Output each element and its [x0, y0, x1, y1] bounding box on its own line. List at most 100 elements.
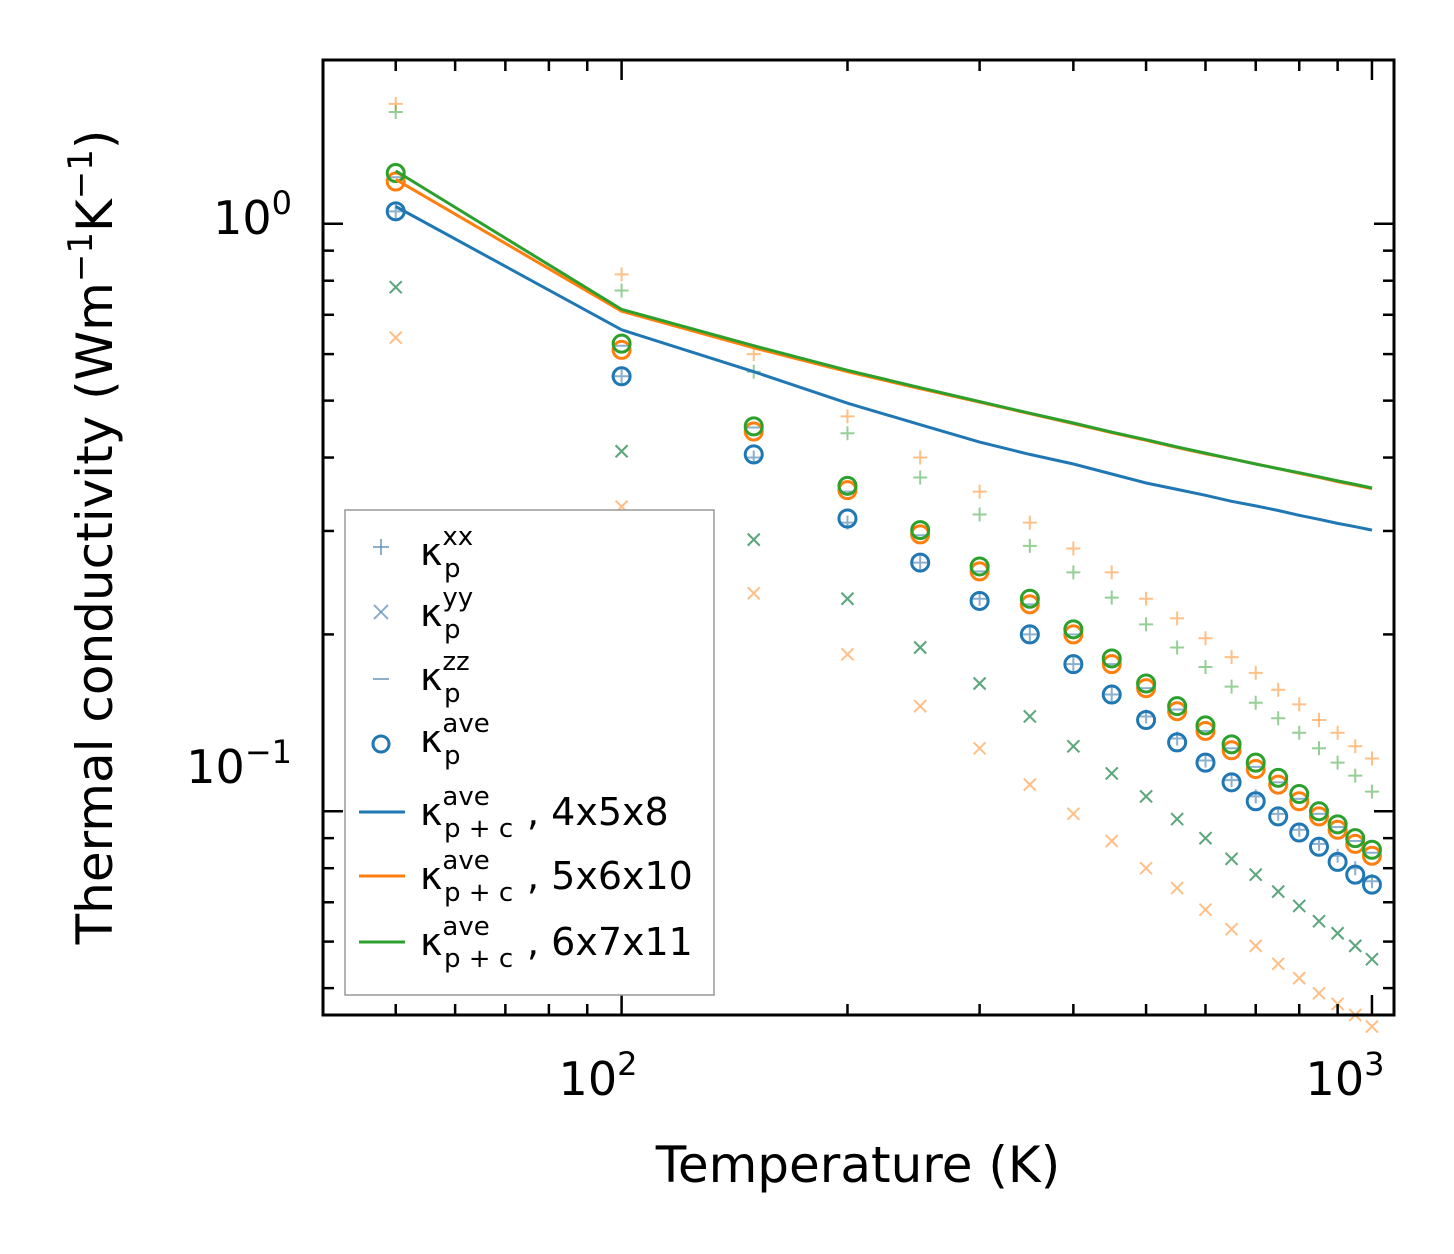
- point-kxx_p_6x7x11-400: [1066, 565, 1081, 580]
- point-kave_p_5x6x10-950: [1345, 833, 1366, 854]
- point-kyy_p_5x6x10-850: [1312, 986, 1326, 1000]
- point-kxx_p_6x7x11-100: [614, 283, 629, 298]
- point-kxx_p-250: [913, 555, 928, 570]
- point-kave_p_6x7x11-1000: [1361, 839, 1382, 860]
- x-tick-label-100: 102: [559, 1045, 638, 1106]
- point-kxx_p_6x7x11-700: [1248, 695, 1263, 710]
- point-kxx_p-100: [614, 369, 629, 384]
- point-kave_p-500: [1136, 710, 1157, 731]
- series-kave_p: [385, 201, 1382, 895]
- legend-marker-x: [373, 604, 389, 620]
- point-kxx_p_5x6x10-950: [1348, 739, 1363, 754]
- point-kave_p_5x6x10-350: [1019, 594, 1040, 615]
- point-kxx_p-350: [1022, 627, 1037, 642]
- plot-marks: [385, 96, 1382, 1034]
- point-kxx_p_5x6x10-750: [1271, 682, 1286, 697]
- point-kyy_p_6x7x11-100: [614, 444, 629, 458]
- legend-marker-plus: [373, 539, 389, 555]
- point-kxx_p_6x7x11-900: [1330, 755, 1345, 770]
- point-kave_p-100: [611, 366, 632, 387]
- point-kxx_p_5x6x10-650: [1224, 650, 1239, 665]
- point-kave_p_5x6x10-450: [1101, 654, 1122, 675]
- point-kave_p_6x7x11-350: [1019, 588, 1040, 609]
- legend-entry-kpc-6x7x11: κave p + c, 6x7x11: [359, 912, 693, 974]
- point-kave_p-400: [1063, 654, 1084, 675]
- point-kave_p-600: [1195, 752, 1216, 773]
- point-kave_p_6x7x11-450: [1101, 648, 1122, 669]
- point-kave_p-150: [743, 444, 764, 465]
- point-kave_p-650: [1221, 772, 1242, 793]
- point-kave_p_5x6x10-100: [611, 339, 632, 360]
- point-kave_p-700: [1245, 791, 1266, 812]
- point-kyy_p_6x7x11-750: [1271, 884, 1285, 899]
- point-kave_p_5x6x10-650: [1221, 740, 1242, 761]
- point-kave_p-200: [837, 508, 858, 529]
- legend-label-kxx: κxx p: [420, 522, 473, 584]
- legend-entry-kave: κave p: [371, 709, 490, 771]
- point-kyy_p_6x7x11-300: [972, 676, 987, 691]
- point-kave_p-250: [910, 552, 931, 573]
- x-tick-label-1000: 103: [1306, 1045, 1385, 1106]
- point-kxx_p_5x6x10-200: [840, 409, 855, 424]
- point-kxx_p_5x6x10-250: [913, 450, 928, 465]
- point-kave_p_6x7x11-400: [1063, 619, 1084, 640]
- point-kave_p-750: [1268, 806, 1289, 827]
- legend-entry-kyy: κyy p: [373, 583, 473, 645]
- point-kyy_p_6x7x11-600: [1198, 831, 1213, 845]
- point-kyy_p_5x6x10-50: [389, 330, 403, 345]
- point-kxx_p_5x6x10-450: [1104, 565, 1119, 580]
- point-kave_p-950: [1345, 864, 1366, 885]
- y-axis-label: Thermal conductivity (Wm−1K−1): [61, 130, 124, 946]
- point-kyy_p_5x6x10-550: [1170, 881, 1184, 895]
- point-kyy_p_5x6x10-1000: [1365, 1019, 1379, 1034]
- point-kyy_p_5x6x10-600: [1198, 902, 1213, 917]
- legend-entry-kxx: κxx p: [373, 522, 473, 584]
- point-kave_p_6x7x11-250: [910, 520, 931, 541]
- point-kxx_p_6x7x11-950: [1348, 768, 1363, 783]
- point-kave_p_6x7x11-300: [969, 556, 990, 577]
- point-kxx_p_6x7x11-850: [1311, 741, 1326, 756]
- point-kave_p_6x7x11-850: [1308, 801, 1329, 822]
- legend-entry-kpc-4x5x8: κave p + c, 4x5x8: [359, 782, 669, 844]
- point-kyy_p_5x6x10-250: [913, 699, 927, 713]
- point-kyy_p_6x7x11-150: [747, 532, 761, 547]
- legend-entry-kpc-5x6x10: κave p + c, 5x6x10: [359, 846, 693, 908]
- point-kyy_p_6x7x11-900: [1330, 926, 1345, 940]
- point-kave_p_6x7x11-500: [1136, 673, 1157, 694]
- point-kxx_p-400: [1066, 657, 1081, 672]
- point-kxx_p_6x7x11-600: [1198, 660, 1213, 675]
- point-kave_p_5x6x10-1000: [1361, 845, 1382, 866]
- series-kxx_p_5x6x10: [388, 96, 1379, 766]
- point-kxx_p_5x6x10-900: [1330, 725, 1345, 740]
- point-kxx_p_5x6x10-500: [1139, 591, 1154, 606]
- point-kyy_p_5x6x10-500: [1139, 861, 1153, 875]
- line-kave_pc_6x7x11: [394, 169, 1373, 490]
- point-kxx_p_6x7x11-1000: [1364, 784, 1379, 799]
- point-kave_p_6x7x11-650: [1221, 734, 1242, 755]
- point-kyy_p_5x6x10-700: [1249, 939, 1263, 953]
- point-kave_p_5x6x10-750: [1268, 774, 1289, 795]
- point-kave_p_6x7x11-800: [1289, 784, 1310, 805]
- series-kave_p_6x7x11: [385, 163, 1382, 860]
- point-kxx_p_5x6x10-700: [1248, 665, 1263, 680]
- point-kave_p_6x7x11-600: [1195, 715, 1216, 736]
- legend-label-kzz: κzz p: [420, 647, 470, 709]
- legend-entry-kzz: κzz p: [373, 647, 470, 709]
- point-kxx_p_5x6x10-300: [972, 484, 987, 499]
- point-kyy_p_6x7x11-650: [1224, 852, 1239, 866]
- point-kyy_p_6x7x11-350: [1023, 709, 1037, 724]
- point-kxx_p-650: [1224, 773, 1239, 788]
- plot-frame: [321, 58, 1396, 1017]
- point-kave_p-450: [1101, 684, 1122, 705]
- legend: κxx p κyy p κzz p κave p κave p + c, 4x5x8 κa…: [344, 509, 715, 996]
- line-kave_pc_4x5x8: [394, 205, 1373, 532]
- point-kave_p-800: [1289, 822, 1310, 843]
- point-kxx_p_5x6x10-800: [1292, 697, 1307, 712]
- point-kave_p_6x7x11-550: [1167, 696, 1188, 717]
- point-kxx_p_6x7x11-250: [913, 470, 928, 485]
- point-kxx_p-300: [972, 591, 987, 606]
- point-kxx_p_6x7x11-750: [1271, 711, 1286, 726]
- series-kave_pc_6x7x11: [394, 169, 1373, 490]
- point-kyy_p_5x6x10-350: [1023, 777, 1037, 792]
